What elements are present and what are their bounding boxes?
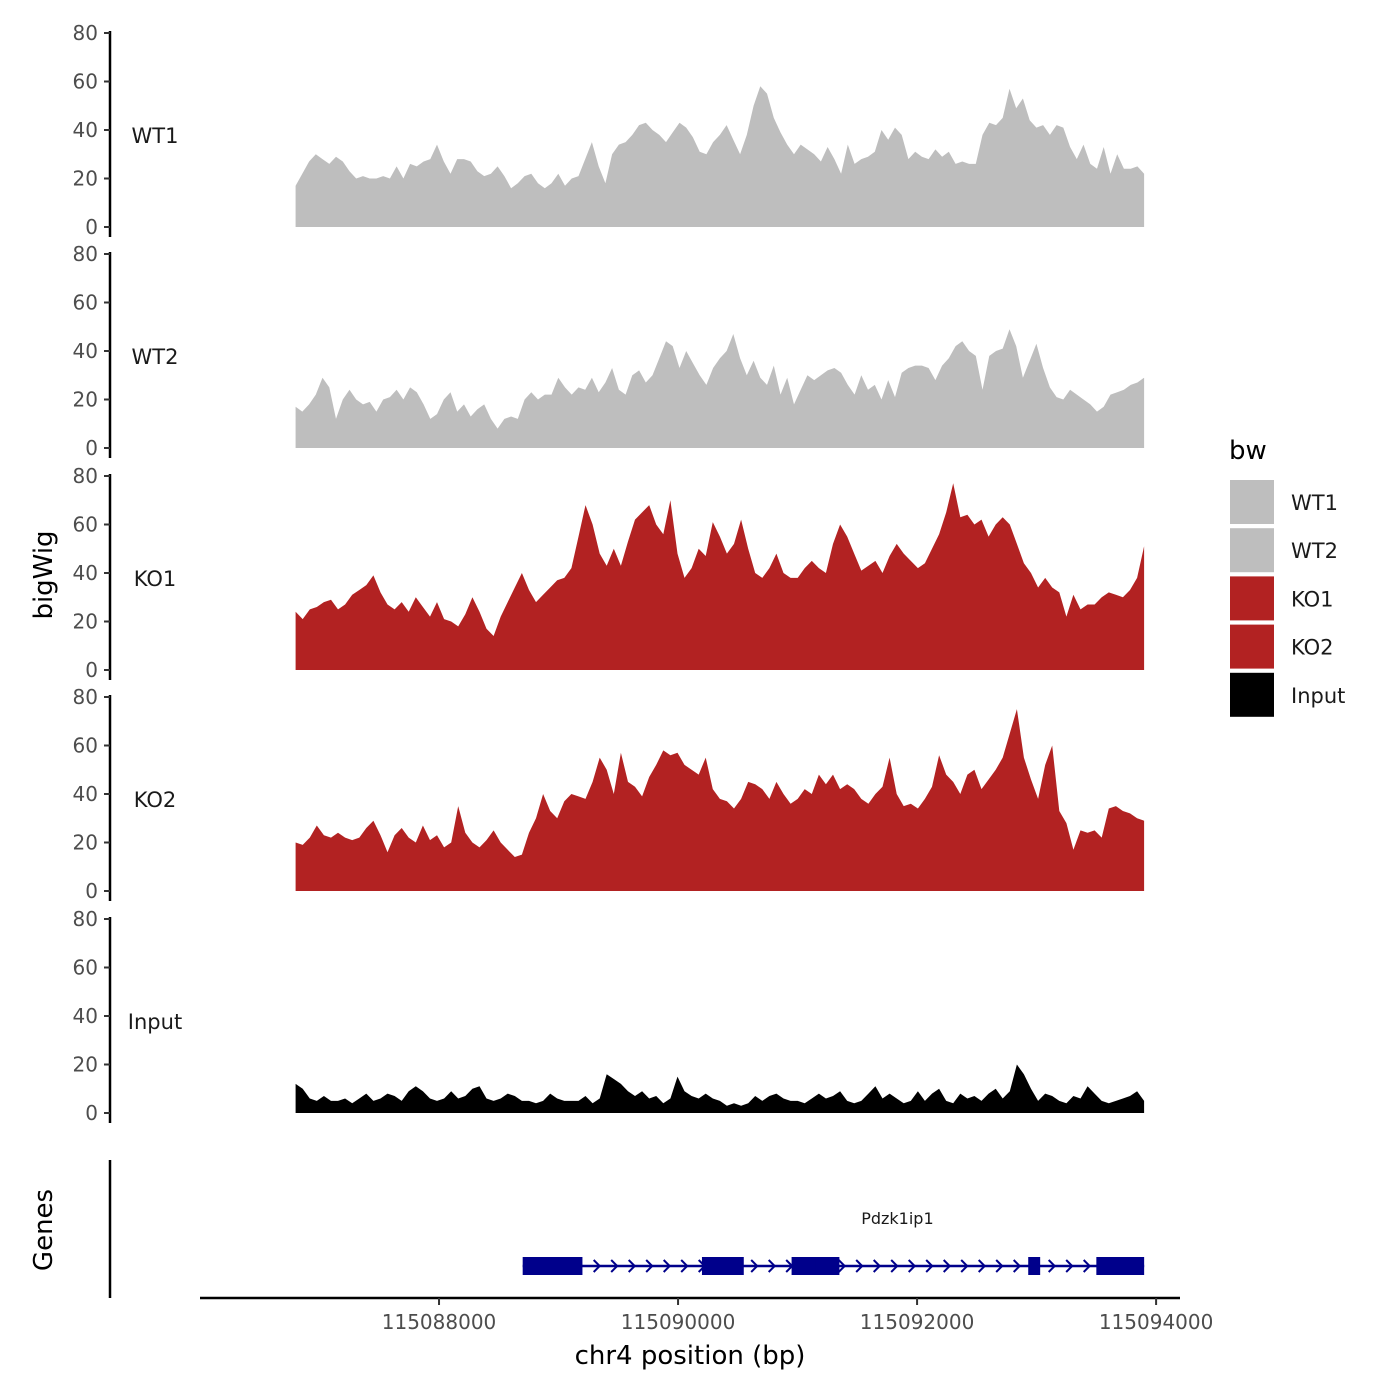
legend-label-input: Input	[1291, 684, 1345, 708]
strand-chevron	[750, 1259, 759, 1273]
legend-label-wt2: WT2	[1291, 539, 1338, 563]
track-label: WT2	[132, 345, 179, 369]
y-tick-label: 40	[73, 118, 98, 142]
x-tick-label: 115094000	[1099, 1310, 1214, 1334]
y-tick-label: 0	[85, 436, 98, 460]
track-label: WT1	[132, 124, 179, 148]
y-tick-label: 60	[73, 291, 98, 315]
area-ko1	[295, 483, 1145, 670]
y-tick-label: 0	[85, 879, 98, 903]
x-axis: 115088000 115090000 115092000 115094000	[200, 1296, 1214, 1334]
legend-key-ko2	[1230, 624, 1274, 669]
legend-label-wt1: WT1	[1291, 491, 1338, 515]
track-label: Input	[128, 1010, 182, 1034]
x-tick-label: 115092000	[860, 1310, 975, 1334]
strand-chevron	[610, 1259, 619, 1273]
y-tick-label: 0	[85, 215, 98, 239]
track-ko1: 0 20 40 60 80 KO1	[73, 464, 1145, 682]
y-tick-label: 80	[73, 242, 98, 266]
y-tick-label: 0	[85, 658, 98, 682]
y-tick-label: 20	[73, 610, 98, 634]
strand-chevron	[872, 1259, 882, 1273]
genes-axis-title: Genes	[29, 1189, 59, 1271]
strand-chevron	[890, 1259, 899, 1273]
legend: bw WT1 WT2 KO1 KO2 Input	[1229, 436, 1345, 717]
strand-chevron	[645, 1259, 654, 1273]
y-tick-label: 0	[85, 1101, 98, 1125]
y-tick-label: 80	[73, 21, 98, 45]
track-label: KO1	[134, 567, 177, 591]
y-tick-label: 60	[73, 513, 98, 537]
area-wt1	[295, 86, 1145, 227]
x-tick-label: 115090000	[621, 1310, 736, 1334]
legend-label-ko1: KO1	[1291, 587, 1334, 611]
gene-name-label: Pdzk1ip1	[861, 1209, 933, 1228]
y-tick-label: 20	[73, 831, 98, 855]
y-tick-label: 20	[73, 388, 98, 412]
gene-exon	[1096, 1257, 1145, 1275]
strand-chevron	[1012, 1259, 1022, 1273]
x-tick-label: 115088000	[382, 1310, 497, 1334]
strand-chevron	[977, 1259, 987, 1273]
area-wt2	[295, 329, 1145, 448]
strand-chevron	[1082, 1259, 1092, 1273]
strand-chevron	[1047, 1259, 1057, 1273]
y-tick-label: 60	[73, 956, 98, 980]
strand-chevron	[627, 1259, 637, 1273]
legend-key-input	[1230, 672, 1274, 717]
y-tick-label: 40	[73, 1004, 98, 1028]
y-tick-label: 80	[73, 907, 98, 931]
strand-chevron	[907, 1259, 917, 1273]
track-label: KO2	[134, 788, 177, 812]
area-input	[295, 1064, 1145, 1113]
strand-chevron	[837, 1259, 847, 1273]
strand-chevron	[995, 1259, 1004, 1273]
gene-pdzk1ip1: Pdzk1ip1	[522, 1209, 1145, 1275]
legend-label-ko2: KO2	[1291, 636, 1334, 660]
track-ko2: 0 20 40 60 80 KO2	[73, 685, 1145, 903]
legend-key-wt2	[1230, 528, 1274, 573]
legend-title: bw	[1229, 436, 1267, 466]
strand-chevron	[680, 1259, 689, 1273]
y-tick-label: 60	[73, 734, 98, 758]
y-tick-label: 20	[73, 1053, 98, 1077]
strand-chevron	[942, 1259, 952, 1273]
strand-chevron	[592, 1259, 602, 1273]
track-input: 0 20 40 60 80 Input	[73, 907, 1145, 1125]
strand-chevron	[925, 1259, 934, 1273]
strand-chevron	[855, 1259, 864, 1273]
y-tick-label: 40	[73, 561, 98, 585]
y-tick-label: 80	[73, 464, 98, 488]
gene-exon	[1028, 1257, 1041, 1275]
legend-key-wt1	[1230, 480, 1274, 524]
gene-exon	[701, 1257, 744, 1275]
strand-chevron	[662, 1259, 672, 1273]
gene-exon	[815, 1257, 840, 1275]
bigwig-tracks: 0 20 40 60 80 WT1 0 20 40 60 80 WT2 0 20 40 60 80 KO1 0 20 4…	[73, 21, 1145, 1125]
legend-key-ko1	[1230, 576, 1274, 621]
y-tick-label: 40	[73, 782, 98, 806]
gene-panel: Pdzk1ip1	[108, 1160, 1145, 1298]
x-axis-title: chr4 position (bp)	[575, 1341, 806, 1371]
y-tick-label: 40	[73, 339, 98, 363]
track-wt2: 0 20 40 60 80 WT2	[73, 242, 1145, 460]
strand-chevron	[1065, 1259, 1074, 1273]
gene-exon	[522, 1257, 583, 1275]
y-tick-label: 60	[73, 70, 98, 94]
y-tick-label: 80	[73, 685, 98, 709]
y-tick-label: 20	[73, 167, 98, 191]
strand-chevron	[767, 1259, 777, 1273]
y-axis-title: bigWig	[29, 530, 59, 619]
area-ko2	[295, 709, 1145, 891]
track-wt1: 0 20 40 60 80 WT1	[73, 21, 1145, 239]
strand-chevron	[960, 1259, 969, 1273]
